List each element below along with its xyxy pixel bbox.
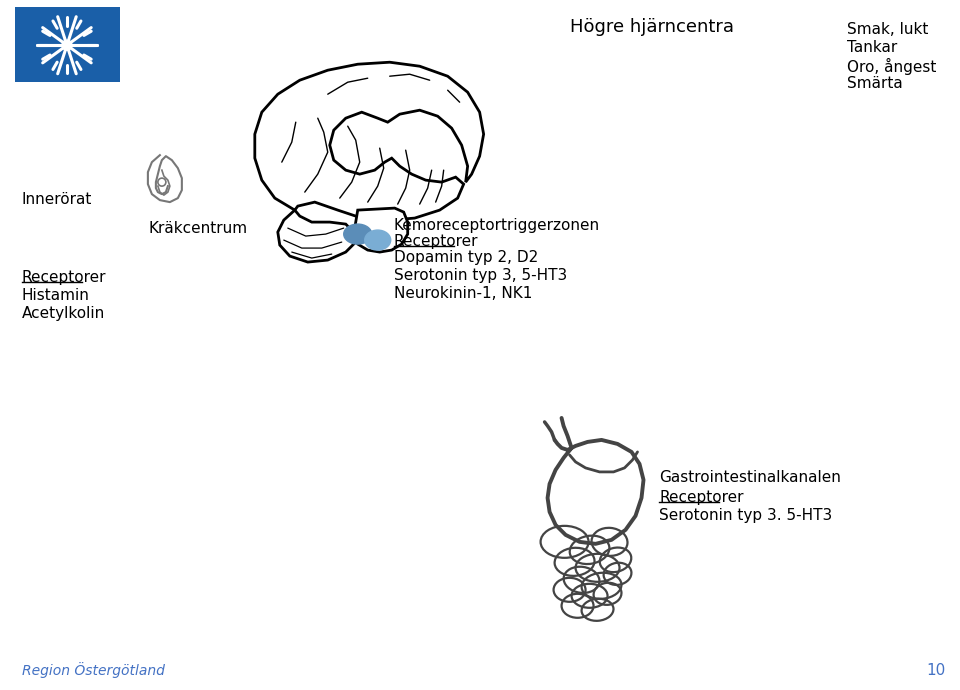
Text: Kemoreceptortriggerzonen: Kemoreceptortriggerzonen bbox=[394, 218, 600, 233]
Text: Region Östergötland: Region Östergötland bbox=[22, 662, 165, 678]
Ellipse shape bbox=[344, 224, 372, 244]
Text: Oro, ångest: Oro, ångest bbox=[848, 58, 937, 75]
Text: 10: 10 bbox=[926, 663, 946, 678]
Text: Kräkcentrum: Kräkcentrum bbox=[149, 221, 248, 235]
Text: Innerörat: Innerörat bbox=[22, 192, 92, 207]
Text: Högre hjärncentra: Högre hjärncentra bbox=[569, 18, 733, 37]
Text: Smärta: Smärta bbox=[848, 76, 903, 91]
Polygon shape bbox=[254, 62, 484, 220]
Polygon shape bbox=[277, 210, 356, 262]
Text: Serotonin typ 3, 5-HT3: Serotonin typ 3, 5-HT3 bbox=[394, 268, 567, 283]
Text: Serotonin typ 3. 5-HT3: Serotonin typ 3. 5-HT3 bbox=[660, 508, 832, 523]
Circle shape bbox=[62, 40, 72, 50]
Text: Gastrointestinalkanalen: Gastrointestinalkanalen bbox=[660, 470, 841, 485]
FancyBboxPatch shape bbox=[15, 8, 120, 82]
Text: Smak, lukt: Smak, lukt bbox=[848, 22, 928, 37]
Text: Receptorer: Receptorer bbox=[394, 234, 478, 249]
Text: Histamin: Histamin bbox=[22, 288, 90, 303]
Text: Tankar: Tankar bbox=[848, 40, 898, 55]
Text: Dopamin typ 2, D2: Dopamin typ 2, D2 bbox=[394, 250, 538, 265]
Text: Neurokinin-1, NK1: Neurokinin-1, NK1 bbox=[394, 286, 532, 301]
Text: Receptorer: Receptorer bbox=[660, 490, 744, 505]
Ellipse shape bbox=[365, 230, 391, 250]
Polygon shape bbox=[353, 208, 408, 252]
Text: Receptorer: Receptorer bbox=[22, 270, 107, 285]
Text: Acetylkolin: Acetylkolin bbox=[22, 306, 106, 321]
